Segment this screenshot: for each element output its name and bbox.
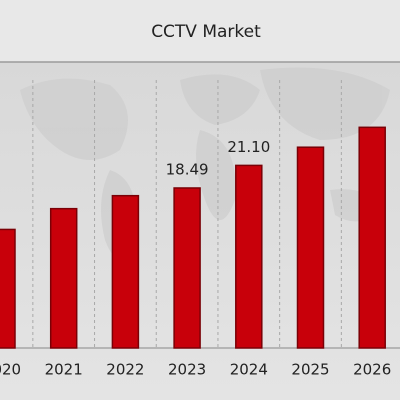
x-tick-label: 2025	[291, 361, 329, 379]
x-tick-label: 2024	[230, 361, 268, 379]
chart-title: CCTV Market	[151, 22, 261, 42]
bar	[0, 228, 16, 349]
value-label: 21.10	[227, 138, 270, 156]
bar	[111, 194, 140, 349]
bar	[296, 146, 325, 349]
x-tick-label: 2023	[168, 361, 206, 379]
x-tick-label: 2021	[45, 361, 83, 379]
value-label: 18.49	[166, 160, 209, 178]
bar	[173, 187, 201, 349]
bar	[49, 207, 78, 349]
bar	[235, 164, 263, 349]
title-band	[0, 0, 400, 62]
x-tick-label: 2022	[106, 361, 144, 379]
bar	[358, 126, 386, 349]
x-tick-label: 2026	[353, 361, 391, 379]
